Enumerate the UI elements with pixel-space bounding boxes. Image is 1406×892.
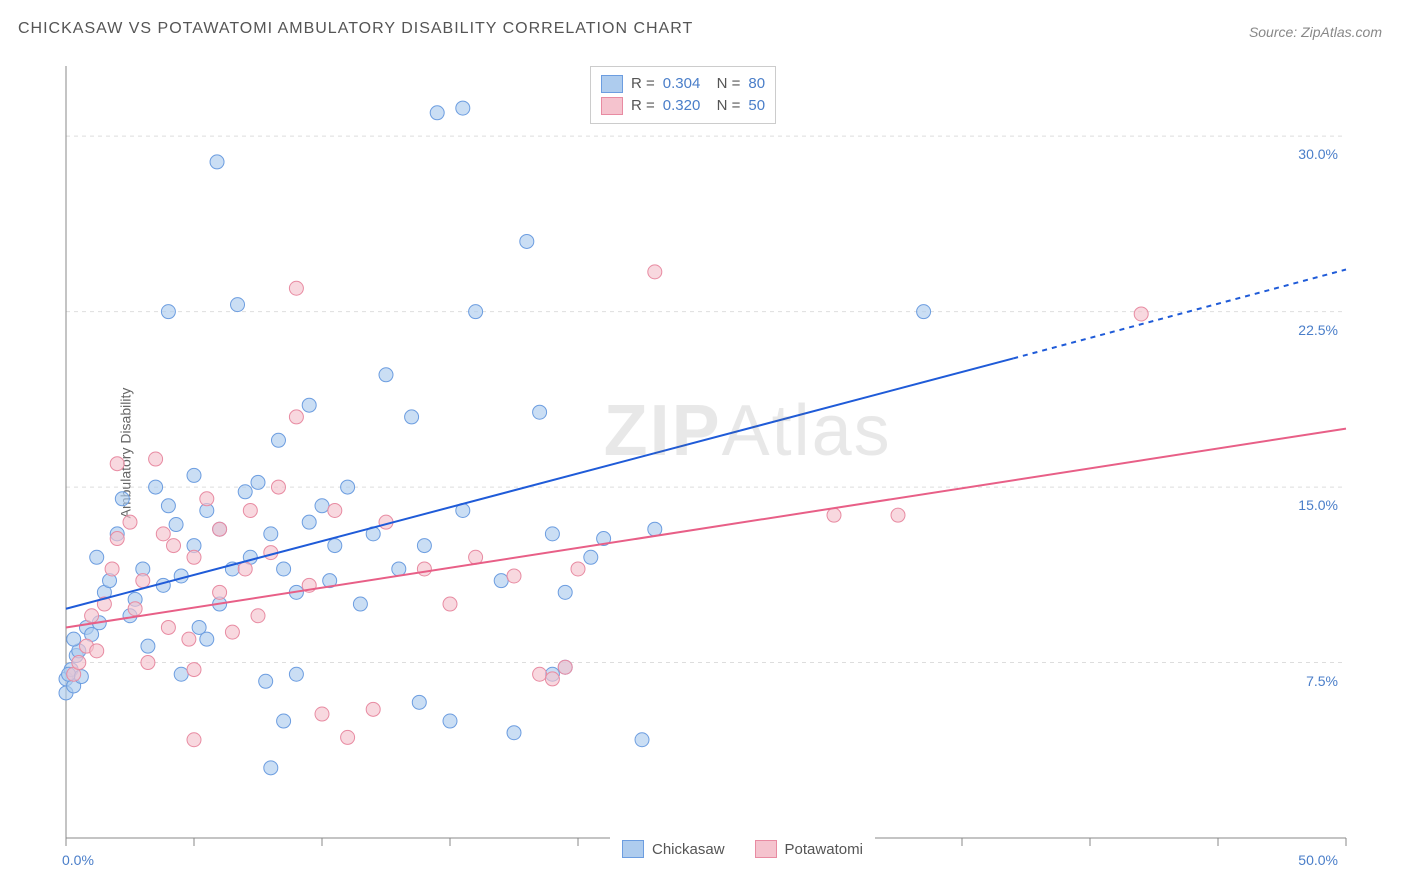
x-max-label: 50.0% <box>1298 852 1338 868</box>
series-legend: Chickasaw Potawatomi <box>610 836 875 862</box>
legend-row: R = 0.320 N = 50 <box>601 95 765 117</box>
legend-n-value: 50 <box>748 95 765 117</box>
legend-swatch <box>755 840 777 858</box>
legend-swatch <box>601 75 623 93</box>
chart-container: Ambulatory Disability ZIPAtlas R = 0.304… <box>50 58 1360 848</box>
chart-title: CHICKASAW VS POTAWATOMI AMBULATORY DISAB… <box>18 20 693 38</box>
legend-r-value: 0.304 <box>663 73 701 95</box>
y-tick-label: 15.0% <box>1298 497 1338 513</box>
legend-swatch <box>601 97 623 115</box>
legend-row: R = 0.304 N = 80 <box>601 73 765 95</box>
source-attribution: Source: ZipAtlas.com <box>1249 24 1382 40</box>
legend-n-label: N = <box>708 73 740 95</box>
legend-r-value: 0.320 <box>663 95 701 117</box>
legend-n-value: 80 <box>748 73 765 95</box>
series-name: Potawatomi <box>785 841 863 858</box>
y-tick-label: 22.5% <box>1298 322 1338 338</box>
y-tick-label: 30.0% <box>1298 146 1338 162</box>
legend-r-label: R = <box>631 95 655 117</box>
x-min-label: 0.0% <box>62 852 94 868</box>
series-legend-item: Chickasaw <box>622 840 725 858</box>
scatter-plot <box>50 58 1360 852</box>
series-name: Chickasaw <box>652 841 725 858</box>
legend-n-label: N = <box>708 95 740 117</box>
y-tick-label: 7.5% <box>1306 673 1338 689</box>
series-legend-item: Potawatomi <box>755 840 863 858</box>
legend-swatch <box>622 840 644 858</box>
legend-r-label: R = <box>631 73 655 95</box>
correlation-legend: R = 0.304 N = 80R = 0.320 N = 50 <box>590 66 776 124</box>
